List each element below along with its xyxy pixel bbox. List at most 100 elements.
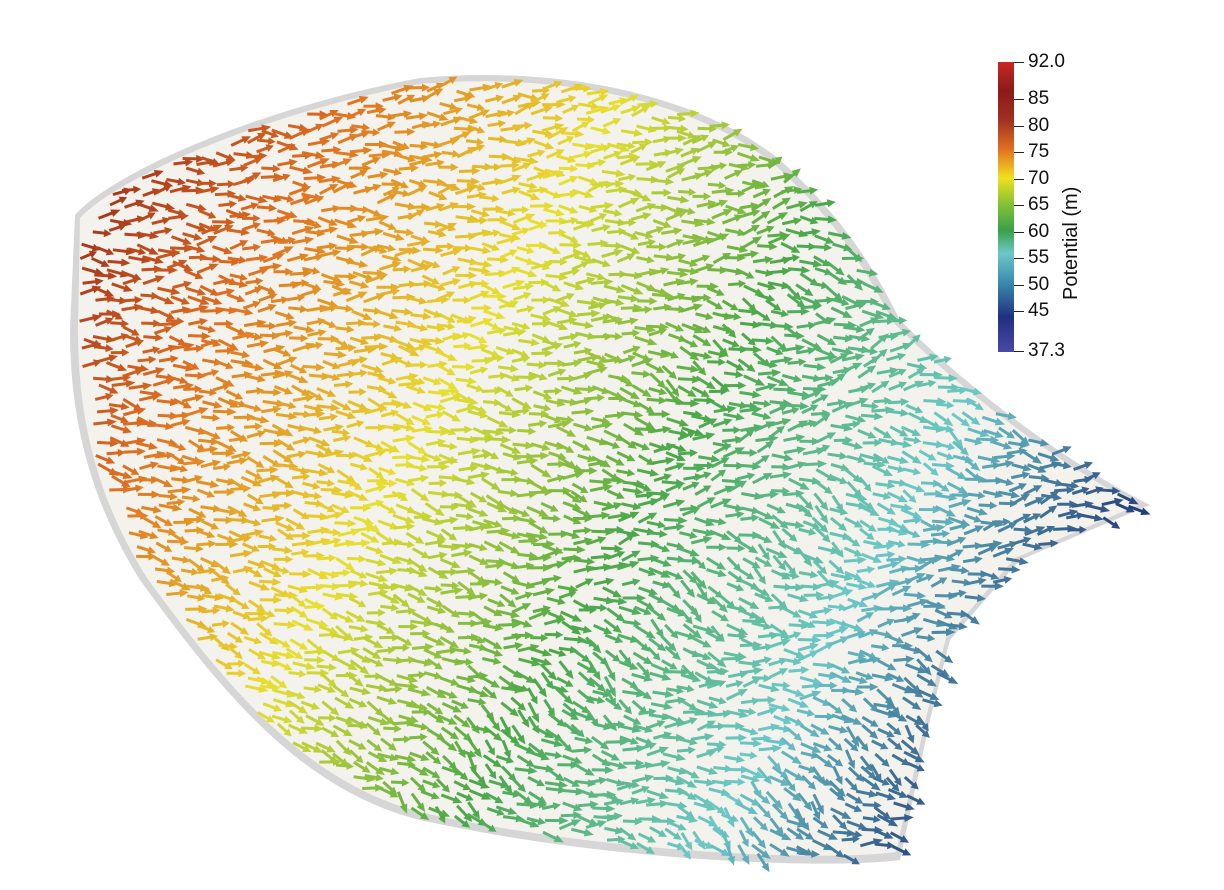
vector-arrow-head [451,560,461,569]
vector-arrow-shaft [889,440,906,447]
vector-arrow-head [887,550,896,559]
vector-arrow-shaft [606,607,621,620]
vector-arrow-head [844,334,854,343]
vector-arrow-shaft [618,175,632,182]
vector-arrow-head [315,123,324,132]
vector-arrow-shaft [168,375,183,383]
vector-arrow-shaft [289,466,304,473]
vector-arrow-shaft [724,228,741,235]
vector-arrow-shaft [591,258,606,266]
vector-arrow-head [524,591,534,600]
vector-arrow-shaft [827,375,842,387]
vector-arrow-shaft [857,630,873,639]
vector-arrow-shaft [893,657,909,663]
vector-arrow-shaft [486,501,502,511]
vector-arrow-head [197,593,206,602]
vector-arrow-head [452,705,462,713]
vector-arrow-head [737,544,746,553]
vector-arrow-head [586,557,596,566]
vector-arrow-shaft [632,308,647,313]
vector-arrow-head [180,212,189,221]
vector-arrow-shaft [707,201,723,210]
vector-arrow-shaft [903,437,917,443]
vector-arrow-head [288,158,298,167]
vector-arrow-shaft [440,589,457,595]
vector-arrow-head [819,524,829,534]
vector-arrow-shaft [408,464,423,470]
vector-arrow-shaft [411,282,426,287]
vector-arrow-shaft [183,546,199,551]
vector-arrow-shaft [230,359,248,365]
vector-arrow-shaft [830,671,847,682]
vector-arrow-head [267,286,276,295]
vector-arrow-shaft [681,664,693,676]
vector-arrow-shaft [578,102,594,108]
vector-arrow-shaft [690,605,700,619]
vector-arrow-head [348,236,360,245]
vector-arrow-head [373,333,383,342]
vector-arrow-head [824,243,833,252]
vector-arrow-shaft [795,349,811,355]
vector-arrow-shaft [601,250,618,259]
vector-arrow-shaft [906,685,920,696]
vector-arrow-head [656,612,667,621]
vector-arrow-shaft [484,271,502,277]
vector-arrow-shaft [860,413,877,418]
vector-arrow-head [857,556,867,565]
vector-arrow-shaft [245,194,262,202]
vector-arrow-shaft [811,395,825,405]
vector-arrow-head [493,520,503,528]
vector-arrow-shaft [816,570,831,585]
vector-arrow-shaft [646,286,663,294]
vector-arrow-shaft [511,348,525,357]
vector-arrow-head [450,567,459,576]
vector-arrow-head [563,695,574,705]
vector-arrow-shaft [811,608,827,615]
vector-arrow-shaft [721,438,738,443]
vector-arrow-shaft [455,513,469,519]
vector-arrow-shaft [755,163,771,168]
vector-arrow-head [335,279,346,288]
vector-arrow-shaft [172,363,189,370]
vector-arrow-shaft [365,683,382,690]
vector-arrow-shaft [285,689,301,698]
vector-arrow-head [812,437,821,446]
vector-arrow-shaft [322,650,336,660]
vector-arrow-head [179,376,188,385]
vector-arrow-head [568,316,578,325]
vector-arrow-shaft [331,571,346,576]
vector-arrow-shaft [616,562,634,571]
vector-arrow-head [332,249,342,257]
vector-arrow-head [375,471,385,479]
vector-arrow-shaft [966,579,982,586]
vector-arrow-head [836,373,847,382]
vector-arrow-head [370,535,380,543]
vector-arrow-shaft [481,477,496,489]
vector-arrow-shaft [725,681,739,688]
vector-arrow-shaft [1051,447,1067,456]
vector-arrow-shaft [575,278,591,286]
vector-arrow-shaft [1013,515,1027,524]
vector-arrow-shaft [752,457,766,468]
vector-arrow-shaft [571,482,585,492]
vector-arrow-shaft [1058,482,1074,488]
vector-arrow-head [782,681,791,690]
vector-arrow-head [680,195,690,204]
vector-arrow-head [272,577,282,586]
vector-arrow-head [616,285,626,294]
vector-arrow-head [677,252,687,261]
vector-arrow-head [633,128,644,137]
vector-arrow-shaft [440,583,454,588]
vector-arrow-shaft [588,461,602,467]
vector-arrow-shaft [293,325,309,332]
vector-arrow-head [209,633,219,642]
vector-arrow-shaft [300,289,316,297]
vector-arrow-head [253,243,262,252]
vector-arrow-head [357,108,367,117]
vector-arrow-head [490,451,500,460]
vector-arrow-head [769,521,781,529]
vector-arrow-shaft [589,485,607,493]
vector-arrow-shaft [426,404,441,410]
vector-arrow-shaft [930,664,946,675]
vector-arrow-head [874,412,884,421]
